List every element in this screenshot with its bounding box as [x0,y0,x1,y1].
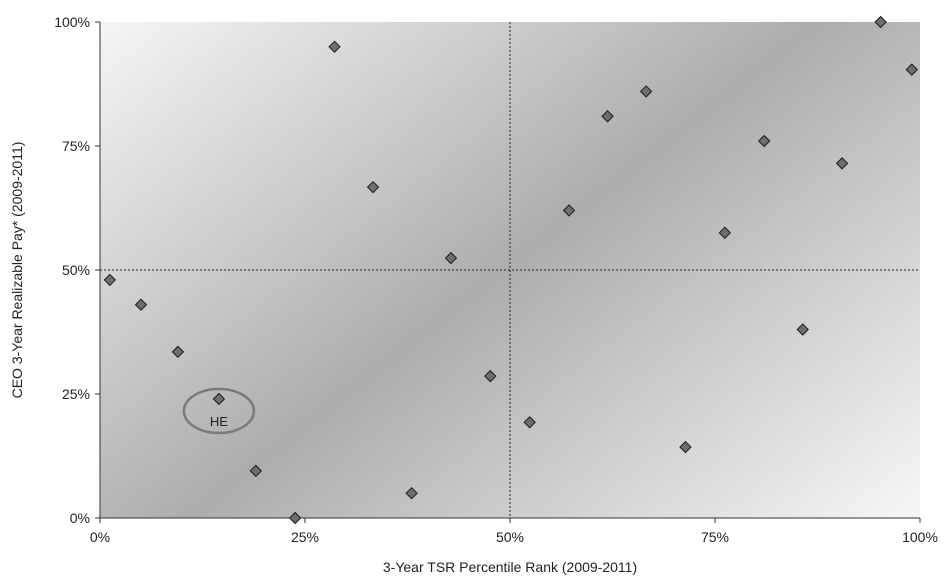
x-tick-label: 0% [90,529,110,545]
data-point [601,110,614,123]
data-point [444,251,458,265]
data-point [484,369,497,383]
data-point [835,157,849,170]
data-point [405,486,418,500]
data-point [103,273,117,287]
annotations: HE [182,387,256,435]
data-point [171,345,185,359]
y-axis-title: CEO 3-Year Realizable Pay* (2009-2011) [9,142,25,399]
annotation-ellipse [182,387,256,435]
data-point [679,440,692,454]
data-point [134,298,148,311]
data-point [905,63,919,76]
x-ticks: 0% 25% 50% 75% 100% [90,518,938,545]
data-point [523,416,536,429]
x-tick-label: 100% [902,529,938,545]
x-axis-title: 3-Year TSR Percentile Rank (2009-2011) [383,559,637,575]
data-point [796,323,809,336]
reference-lines [100,22,920,518]
x-tick-label: 25% [291,529,319,545]
annotation-label: HE [210,414,228,429]
data-points [103,15,919,525]
x-tick-label: 50% [496,529,524,545]
y-tick-label: 0% [70,510,90,526]
data-point [757,134,771,148]
y-ticks: 0% 25% 50% 75% 100% [54,14,100,526]
data-point [212,392,226,406]
x-tick-label: 75% [701,529,729,545]
y-tick-label: 50% [62,262,90,278]
y-tick-label: 100% [54,14,90,30]
data-point [718,226,732,240]
y-tick-label: 25% [62,386,90,402]
data-point [639,85,653,98]
data-point [288,511,302,525]
data-point [249,464,263,478]
data-point [328,40,341,54]
data-point [366,180,380,194]
data-point [874,15,887,29]
data-point [562,204,576,217]
y-tick-label: 75% [62,138,90,154]
